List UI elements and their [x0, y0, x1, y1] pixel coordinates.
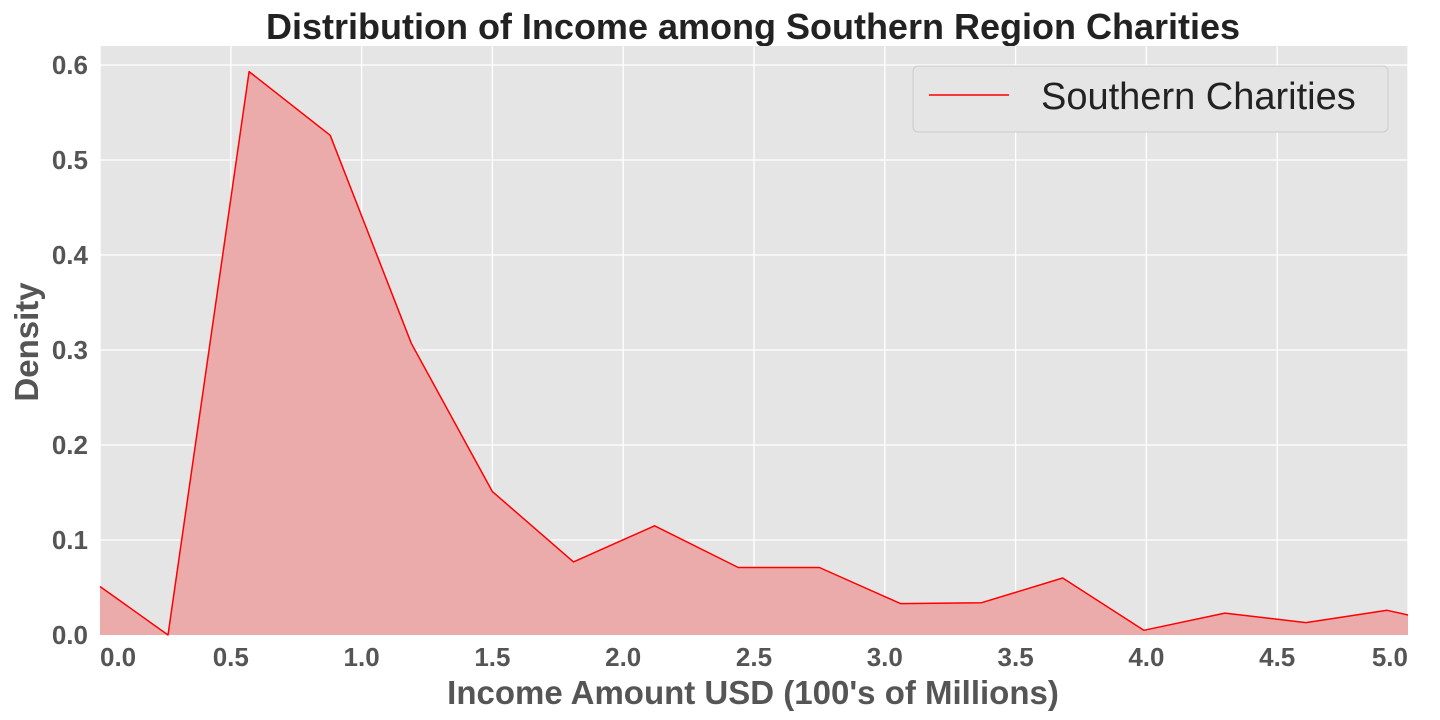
- x-tick-label: 2.0: [605, 642, 641, 672]
- y-tick-label: 0.2: [52, 430, 88, 460]
- y-tick-label: 0.6: [52, 50, 88, 80]
- x-tick-label: 5.0: [1372, 642, 1408, 672]
- y-tick-label: 0.1: [52, 525, 88, 555]
- chart-title: Distribution of Income among Southern Re…: [266, 6, 1240, 47]
- x-tick-label: 4.0: [1128, 642, 1164, 672]
- x-tick-label: 0.5: [213, 642, 249, 672]
- legend-label: Southern Charities: [1041, 76, 1356, 118]
- y-tick-label: 0.5: [52, 145, 88, 175]
- y-axis-ticks: 0.0 0.1 0.2 0.3 0.4 0.5 0.6: [52, 50, 89, 650]
- legend-box: [912, 65, 1389, 133]
- x-axis-label: Income Amount USD (100's of Millions): [447, 674, 1059, 711]
- y-tick-label: 0.0: [52, 620, 88, 650]
- x-tick-label: 4.5: [1259, 642, 1295, 672]
- y-axis-label: Density: [8, 282, 45, 402]
- y-tick-label: 0.4: [52, 240, 89, 270]
- legend: Southern Charities: [912, 65, 1389, 133]
- x-tick-label: 0.0: [100, 642, 136, 672]
- x-tick-label: 1.5: [474, 642, 510, 672]
- x-tick-label: 1.0: [344, 642, 380, 672]
- density-line: [99, 70, 1409, 636]
- x-tick-label: 3.0: [867, 642, 903, 672]
- x-tick-label: 2.5: [736, 642, 772, 672]
- x-tick-label: 3.5: [998, 642, 1034, 672]
- y-tick-label: 0.3: [52, 335, 88, 365]
- density-area: [100, 71, 1408, 636]
- series-layer: [99, 70, 1409, 636]
- x-axis-ticks: 0.0 0.5 1.0 1.5 2.0 2.5 3.0 3.5 4.0 4.5 5.0: [100, 642, 1408, 672]
